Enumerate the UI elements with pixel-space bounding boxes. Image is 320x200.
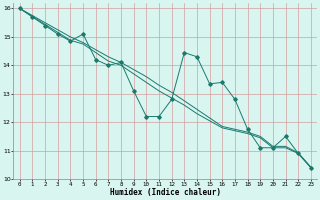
X-axis label: Humidex (Indice chaleur): Humidex (Indice chaleur) [110,188,221,197]
